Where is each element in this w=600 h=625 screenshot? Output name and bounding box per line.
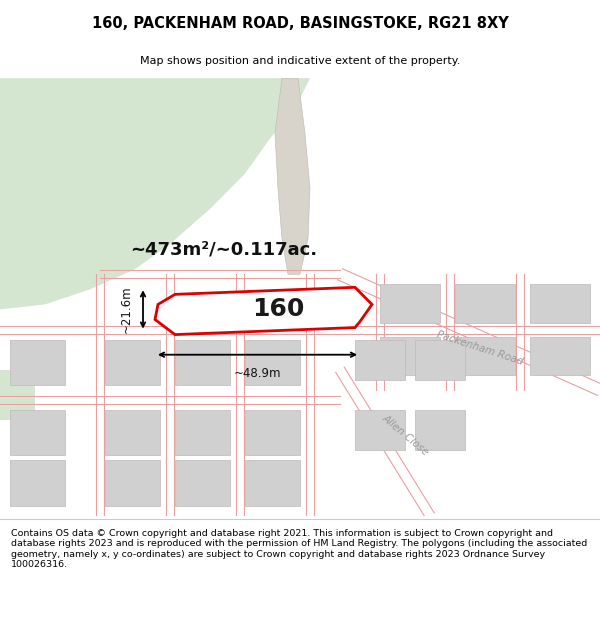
Bar [380,337,440,375]
Bar [530,284,590,322]
Bar [245,460,300,506]
Bar [455,284,515,322]
Text: 160: 160 [252,298,304,321]
Bar [355,339,405,380]
Text: ~473m²/~0.117ac.: ~473m²/~0.117ac. [130,240,317,258]
Bar [355,410,405,450]
Text: Allen Close: Allen Close [380,413,430,458]
Text: ~21.6m: ~21.6m [120,286,133,333]
Bar [10,460,65,506]
Bar [10,410,65,455]
Bar [175,410,230,455]
Text: Contains OS data © Crown copyright and database right 2021. This information is : Contains OS data © Crown copyright and d… [11,529,587,569]
Text: Packenham Road: Packenham Road [436,329,524,366]
Bar [455,337,515,375]
Bar [105,410,160,455]
Bar [530,337,590,375]
Bar [245,410,300,455]
Bar [380,284,440,322]
Bar [415,339,465,380]
Text: ~48.9m: ~48.9m [234,367,281,380]
Bar [175,460,230,506]
Text: Map shows position and indicative extent of the property.: Map shows position and indicative extent… [140,56,460,66]
Bar [415,410,465,450]
Bar [105,460,160,506]
Bar [245,339,300,385]
Polygon shape [275,78,310,274]
Polygon shape [155,288,372,334]
Bar [10,339,65,385]
Bar [105,339,160,385]
Polygon shape [0,78,310,309]
Bar [175,339,230,385]
Polygon shape [0,370,35,420]
Text: 160, PACKENHAM ROAD, BASINGSTOKE, RG21 8XY: 160, PACKENHAM ROAD, BASINGSTOKE, RG21 8… [92,16,508,31]
